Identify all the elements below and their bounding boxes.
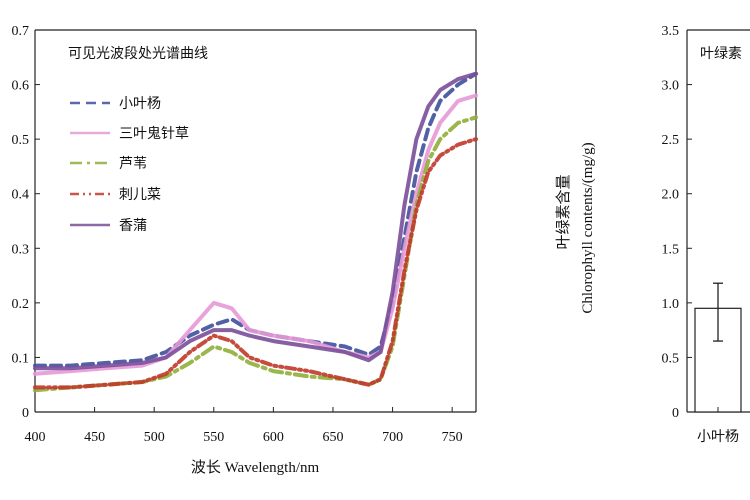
left-x-tick-label: 450 [84,430,105,445]
left-x-tick-label: 500 [144,430,165,445]
right-y-axis-title-en: Chlorophyll contents/(mg/g) [580,142,596,313]
left-x-tick-label: 600 [263,430,284,445]
right-y-tick-label: 3.5 [662,24,680,39]
left-x-tick-label: 400 [25,430,46,445]
left-chart-title: 可见光波段处光谱曲线 [68,46,208,62]
right-y-tick-label: 2.0 [662,188,680,203]
legend-label-0: 小叶杨 [119,96,161,112]
left-y-tick-label: 0.2 [12,297,30,312]
legend-label-2: 芦苇 [119,156,147,172]
left-x-axis-title: 波长 Wavelength/nm [191,459,320,476]
right-y-axis-title-cn: 叶绿素含量 [555,174,572,249]
left-x-tick-label: 750 [442,430,463,445]
right-y-tick-label: 1.0 [662,297,680,312]
left-y-tick-label: 0.1 [12,351,30,366]
right-y-tick-label: 3.0 [662,79,680,94]
left-y-tick-label: 0.5 [12,133,30,148]
right-x-tick-label-0: 小叶杨 [697,429,739,445]
left-x-tick-label: 650 [322,430,343,445]
left-y-tick-label: 0 [22,406,29,421]
series-line-3 [33,137,478,390]
left-y-tick-label: 0.6 [12,79,30,94]
right-y-tick-label: 2.5 [662,133,680,148]
right-y-tick-label: 0.5 [662,351,680,366]
right-y-tick-label: 0 [672,406,679,421]
right-chart-title: 叶绿素 [700,46,742,62]
left-x-tick-label: 550 [203,430,224,445]
left-x-tick-label: 700 [382,430,403,445]
series-line-4 [33,71,478,371]
legend-label-3: 刺儿菜 [119,187,161,203]
left-y-tick-label: 0.3 [12,242,30,257]
legend-label-4: 香蒲 [119,218,147,234]
right-y-tick-label: 1.5 [662,242,680,257]
left-y-tick-label: 0.4 [12,188,30,203]
left-y-tick-label: 0.7 [12,24,30,39]
series-line-2 [33,115,478,393]
legend-label-1: 三叶鬼针草 [119,126,189,142]
